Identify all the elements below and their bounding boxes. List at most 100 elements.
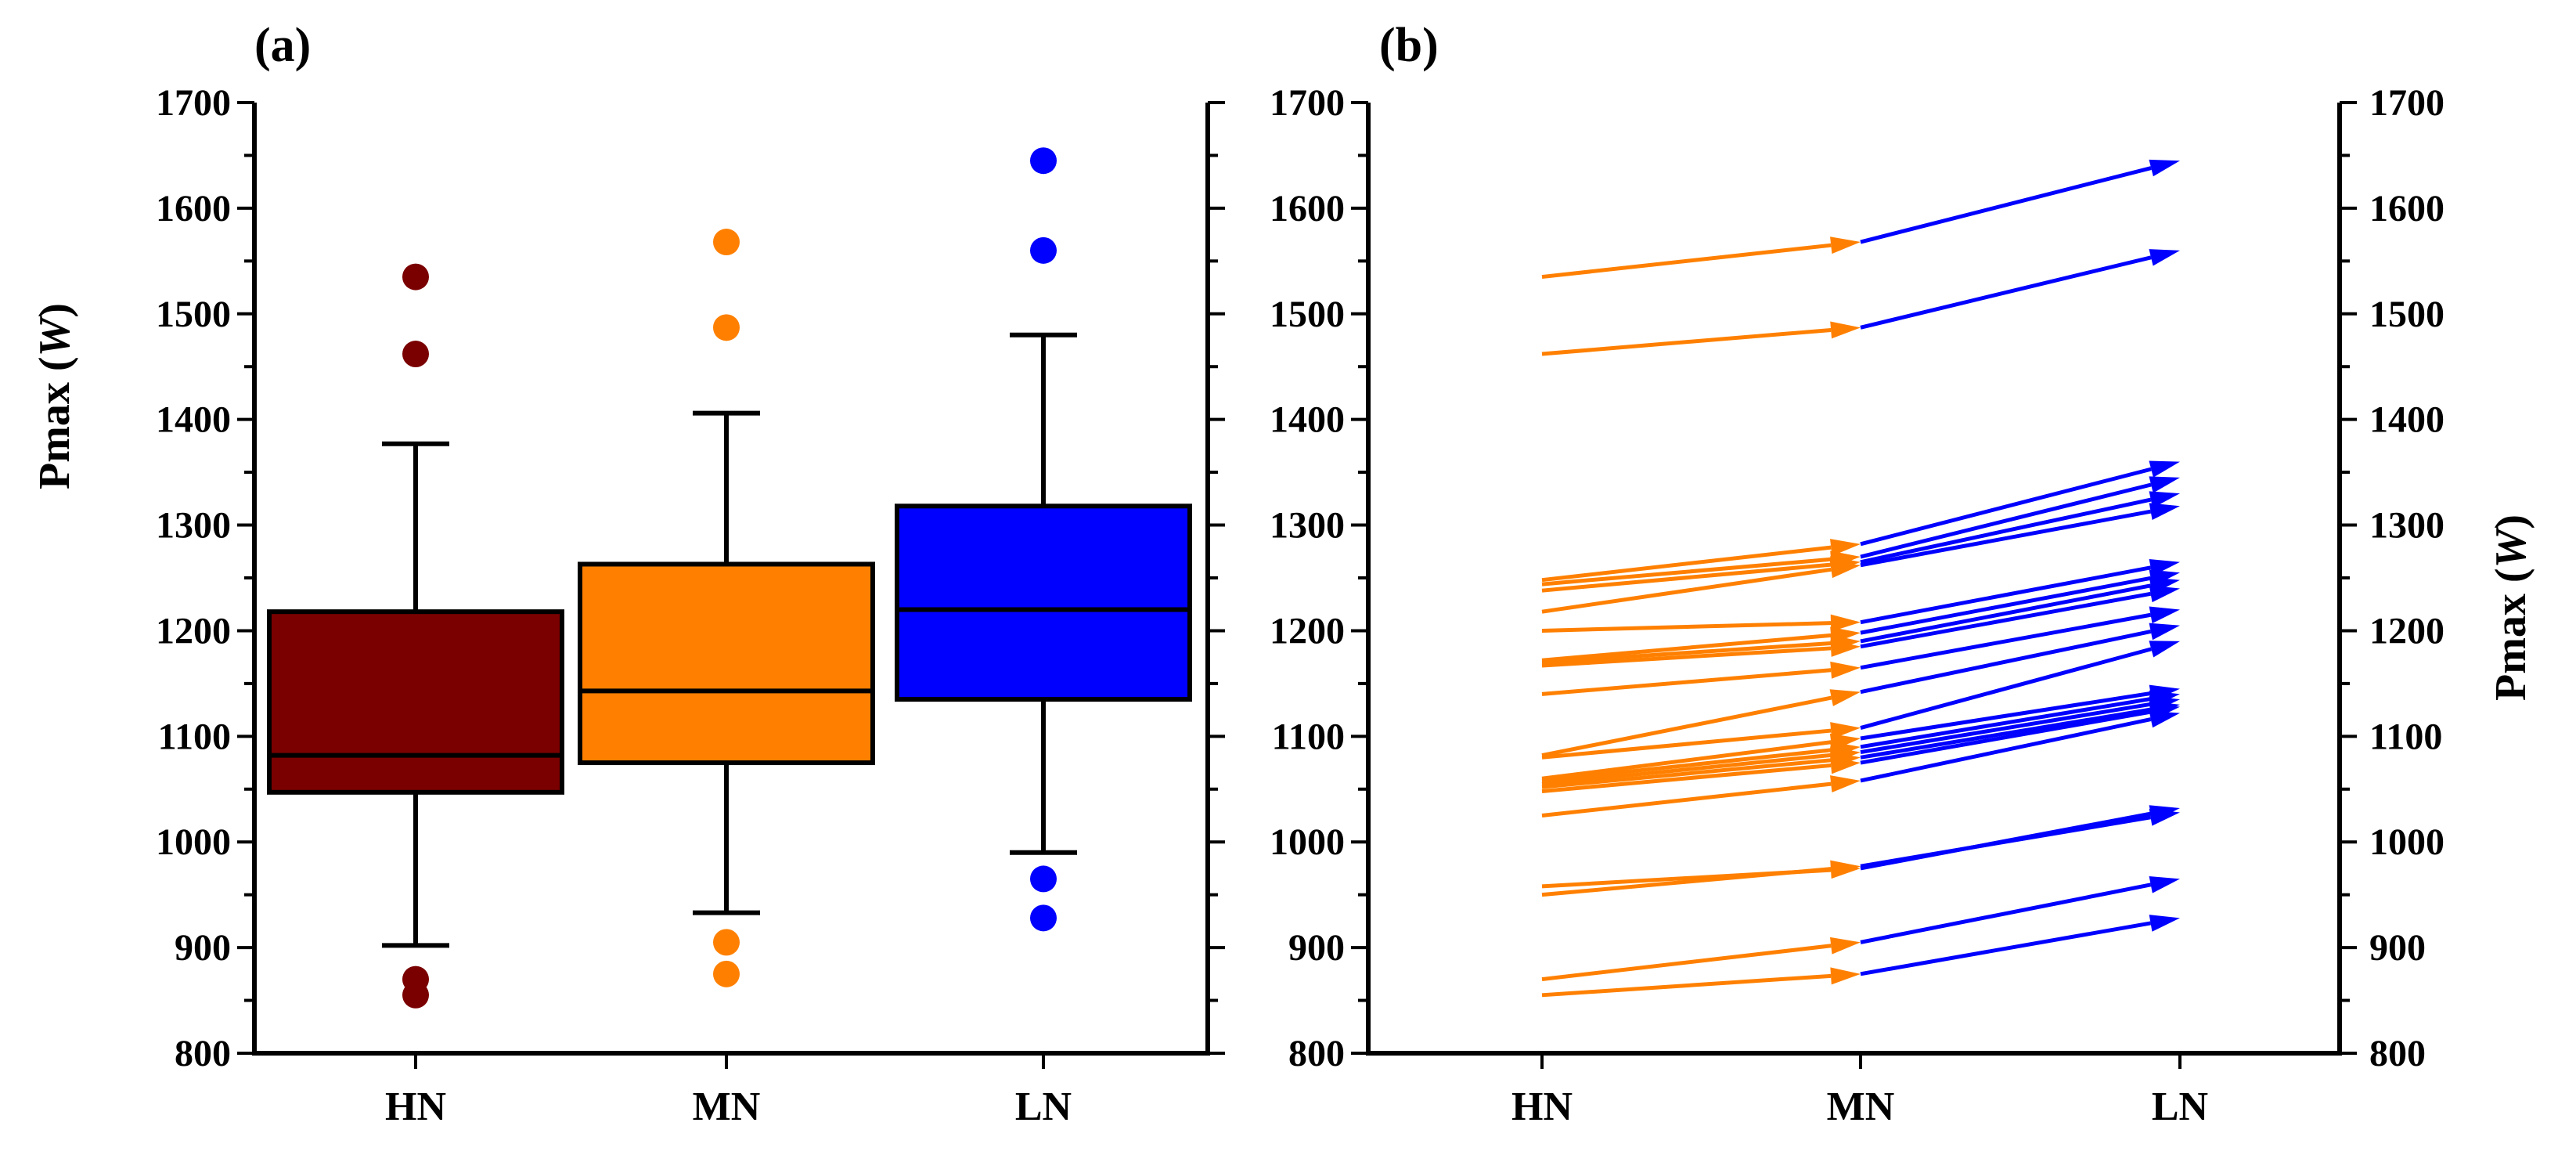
panel-b-y-axis-label: Pmax (W) (2487, 514, 2535, 701)
arrow-hn-to-mn-shaft (1541, 327, 1832, 356)
arrow-hn-to-mn-head (1829, 561, 1861, 579)
arrow-mn-to-ln (1860, 249, 2180, 330)
arrow-hn-to-mn-head (1829, 689, 1861, 706)
arrow-mn-to-ln (1860, 476, 2180, 559)
arrow-mn-to-ln (1860, 690, 2180, 749)
panel-b-y-tick-label-right: 1400 (2369, 399, 2444, 441)
panel-b-y-tick-label-left: 1400 (1270, 399, 1345, 441)
arrow-hn-to-mn (1541, 860, 1861, 897)
arrow-mn-to-ln-shaft (1860, 882, 2152, 944)
arrow-hn-to-mn-shaft (1541, 728, 1832, 760)
arrow-mn-to-ln (1860, 585, 2180, 649)
box-mn (578, 561, 875, 766)
arrow-hn-to-mn-head (1830, 860, 1861, 878)
arrow-hn-to-mn (1541, 539, 1861, 583)
panel-a-y-tick-label-left: 900 (175, 927, 231, 969)
panel-b-trajectory-plot: (b) Pmax (W) 800 800 900 900 1000 1000 1100 110… (1270, 19, 2535, 1129)
arrow-hn-to-mn-shaft (1541, 557, 1832, 587)
arrow-mn-to-ln-head (2149, 915, 2180, 932)
arrow-hn-to-mn-head (1829, 937, 1861, 955)
arrow-mn-to-ln-shaft (1860, 709, 2152, 765)
arrow-mn-to-ln (1860, 159, 2180, 244)
arrow-mn-to-ln (1860, 915, 2180, 976)
arrow-hn-to-mn (1541, 861, 1861, 889)
arrow-mn-to-ln-head (2149, 159, 2180, 177)
arrow-mn-to-ln-shaft (1860, 255, 2152, 330)
arrow-mn-to-ln (1860, 641, 2180, 730)
outlier-point-ln (1030, 904, 1057, 932)
panel-b-x-tick-label-mn: MN (1827, 1085, 1895, 1129)
arrow-hn-to-mn (1541, 775, 1861, 818)
panel-a-label: (a) (254, 19, 311, 72)
arrow-hn-to-mn-head (1830, 321, 1861, 339)
outlier-point-ln (1030, 865, 1057, 893)
panel-b-y-tick-label-right: 1300 (2369, 505, 2444, 547)
outlier-point-mn (713, 929, 740, 956)
arrow-hn-to-mn-head (1830, 967, 1861, 985)
arrow-hn-to-mn-shaft (1541, 758, 1832, 789)
panel-b-y-tick-label-left: 1700 (1270, 82, 1345, 124)
arrow-mn-to-ln (1860, 503, 2180, 568)
arrow-mn-to-ln (1860, 808, 2180, 868)
panel-b-x-tick-label-hn: HN (1511, 1085, 1573, 1129)
panel-a-x-tick-label-ln: LN (1015, 1085, 1072, 1129)
arrow-mn-to-ln-head (2149, 623, 2180, 641)
arrow-hn-to-mn-head (1830, 614, 1861, 632)
arrow-hn-to-mn (1541, 614, 1861, 633)
arrow-hn-to-mn-head (1830, 539, 1861, 557)
arrow-hn-to-mn-shaft (1541, 867, 1832, 897)
panel-b-y-tick-label-left: 1100 (1272, 716, 1345, 757)
outlier-point-hn (402, 263, 429, 291)
outlier-point-mn (713, 314, 740, 341)
arrow-hn-to-mn-shaft (1541, 633, 1832, 662)
arrow-hn-to-mn-shaft (1541, 748, 1832, 783)
panel-a-y-tick-label-left: 1500 (156, 294, 231, 335)
arrow-mn-to-ln-head (2149, 585, 2180, 603)
panel-a-boxplot: (a) Pmax (W) 800 900 1000 1100 1200 1300 1400 1… (31, 19, 1225, 1129)
arrow-mn-to-ln (1860, 569, 2180, 635)
panel-a-y-axis-label: Pmax (W) (31, 303, 79, 489)
panel-b-y-tick-label-left: 1500 (1270, 294, 1345, 335)
arrow-hn-to-mn-head (1830, 639, 1861, 657)
arrow-mn-to-ln-shaft (1860, 815, 2151, 868)
panel-b-y-tick-label-right: 1200 (2369, 610, 2444, 651)
arrow-mn-to-ln-shaft (1860, 576, 2152, 635)
panel-b-y-tick-label-left: 900 (1288, 927, 1345, 969)
arrow-hn-to-mn-shaft (1541, 641, 1832, 665)
arrow-hn-to-mn-shaft (1541, 740, 1832, 781)
panel-b-y-tick-label-left: 800 (1288, 1033, 1345, 1074)
arrow-hn-to-mn-head (1830, 236, 1861, 254)
panel-b-y-tick-label-left: 1300 (1270, 505, 1345, 547)
arrow-mn-to-ln-shaft (1860, 921, 2152, 976)
arrow-mn-to-ln-shaft (1860, 166, 2152, 244)
panel-b-y-tick-label-left: 1600 (1270, 188, 1345, 229)
arrow-hn-to-mn (1541, 561, 1861, 614)
panel-b-y-tick-label-left: 1200 (1270, 610, 1345, 651)
panel-b-y-tick-label-right: 1700 (2369, 82, 2444, 124)
arrow-mn-to-ln-head (2149, 606, 2180, 624)
arrow-mn-to-ln-head (2149, 710, 2180, 728)
panel-a-y-tick-label-left: 1000 (156, 821, 231, 863)
arrow-mn-to-ln-shaft (1860, 583, 2152, 644)
panel-b-y-tick-label-left: 1000 (1270, 821, 1345, 863)
panel-a-y-tick-label-left: 1100 (158, 716, 231, 757)
panel-b-y-tick-label-right: 900 (2369, 927, 2426, 969)
panel-a-y-tick-label-left: 1700 (156, 82, 231, 124)
arrow-hn-to-mn-shaft (1541, 763, 1832, 793)
arrow-hn-to-mn (1541, 937, 1861, 982)
box-hn (267, 609, 564, 795)
outlier-point-hn (402, 981, 429, 1009)
panel-a-y-tick-label-left: 800 (175, 1033, 231, 1074)
panel-a-y-tick-label-left: 1200 (156, 610, 231, 651)
arrow-mn-to-ln-shaft (1860, 612, 2152, 670)
panel-a-x-tick-label-hn: HN (385, 1085, 446, 1129)
arrow-hn-to-mn (1541, 236, 1861, 280)
arrow-hn-to-mn-shaft (1541, 753, 1832, 786)
arrow-hn-to-mn-shaft (1541, 562, 1832, 593)
arrow-hn-to-mn-shaft (1541, 646, 1832, 668)
arrow-mn-to-ln-shaft (1860, 630, 2152, 695)
outlier-point-ln (1030, 236, 1057, 264)
outlier-point-mn (713, 960, 740, 987)
arrow-mn-to-ln (1860, 577, 2180, 644)
outlier-point-ln (1030, 147, 1057, 175)
